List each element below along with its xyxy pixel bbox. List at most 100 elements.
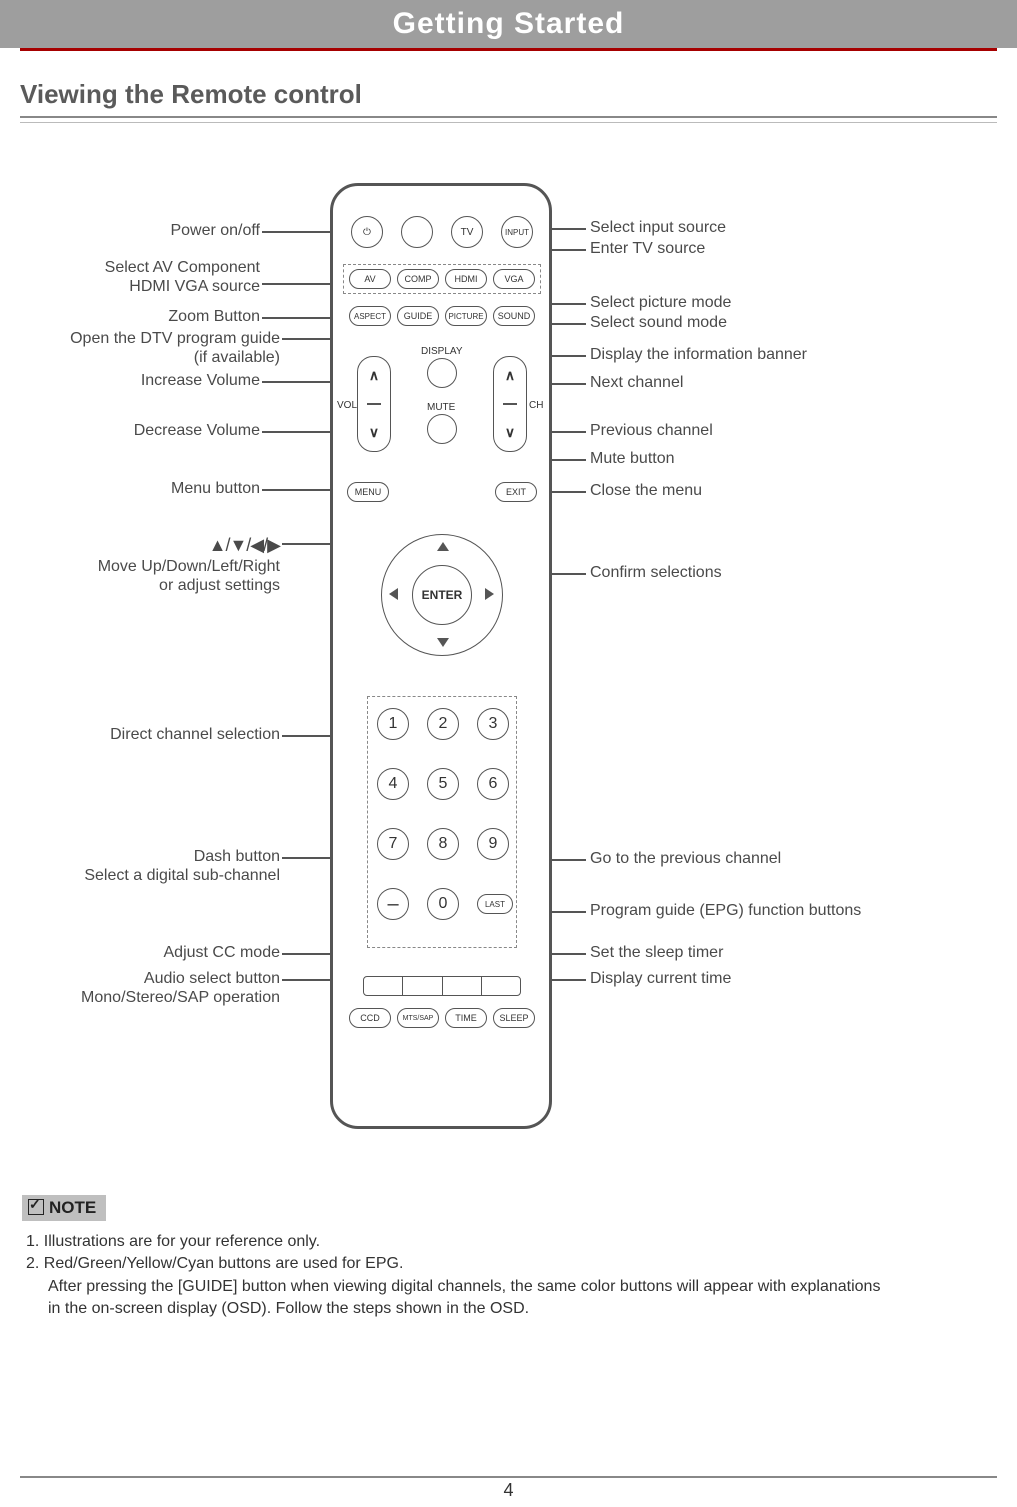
av-button[interactable]: AV: [349, 269, 391, 289]
callout-chup: Next channel: [590, 373, 683, 392]
remote-outline: ⏻ TV INPUT AV COMP HDMI VGA ASPECT GUIDE…: [330, 183, 552, 1129]
tv-button[interactable]: TV: [451, 216, 483, 248]
note-list: 1. Illustrations are for your reference …: [26, 1231, 995, 1321]
callout-enter: Confirm selections: [590, 563, 722, 582]
callout-text: or adjust settings: [159, 577, 280, 594]
power-icon: ⏻: [363, 227, 371, 238]
callout-exit: Close the menu: [590, 481, 702, 500]
mute-button[interactable]: [427, 414, 457, 444]
num-7[interactable]: 7: [377, 828, 409, 860]
mute-label: MUTE: [427, 402, 455, 413]
guide-button[interactable]: GUIDE: [397, 306, 439, 326]
callout-text: Dash button: [194, 848, 280, 865]
red-button[interactable]: [364, 977, 403, 995]
picture-button[interactable]: PICTURE: [445, 306, 487, 326]
page-footer: 4: [0, 1476, 1017, 1501]
rocker-divider: [503, 403, 517, 405]
callout-power: Power on/off: [0, 221, 260, 240]
note-section: NOTE 1. Illustrations are for your refer…: [22, 1195, 995, 1321]
green-button[interactable]: [403, 977, 442, 995]
num-3[interactable]: 3: [477, 708, 509, 740]
callout-text: Select a digital sub-channel: [84, 867, 280, 884]
mtssap-button[interactable]: MTS/SAP: [397, 1008, 439, 1028]
note-label: NOTE: [49, 1198, 96, 1217]
callout-chdown: Previous channel: [590, 421, 713, 440]
channel-rocker[interactable]: ∧ ∨: [493, 356, 527, 452]
display-button[interactable]: [427, 358, 457, 388]
callout-text: (if available): [194, 349, 280, 366]
check-icon: [28, 1199, 44, 1215]
callout-input: Select input source: [590, 218, 726, 237]
arrow-right-icon: [485, 588, 494, 600]
cyan-button[interactable]: [482, 977, 520, 995]
vol-label: VOL: [337, 400, 357, 411]
callout-cc: Adjust CC mode: [0, 943, 280, 962]
dash-button[interactable]: –: [377, 888, 409, 920]
comp-button[interactable]: COMP: [397, 269, 439, 289]
remote-diagram: Power on/off Select AV Component HDMI VG…: [0, 123, 1017, 1183]
callout-volup: Increase Volume: [0, 371, 260, 390]
epg-color-buttons[interactable]: [363, 976, 521, 996]
note-item: After pressing the [GUIDE] button when v…: [26, 1276, 995, 1298]
volume-rocker[interactable]: ∧ ∨: [357, 356, 391, 452]
callout-sleep: Set the sleep timer: [590, 943, 723, 962]
num-6[interactable]: 6: [477, 768, 509, 800]
arrow-up-icon: [437, 542, 449, 551]
last-button[interactable]: LAST: [477, 894, 513, 914]
power-button[interactable]: ⏻: [351, 216, 383, 248]
callout-guide: Open the DTV program guide (if available…: [0, 329, 280, 367]
callout-last: Go to the previous channel: [590, 849, 781, 868]
callout-menu: Menu button: [0, 479, 260, 498]
callout-text: Select AV Component: [105, 259, 260, 276]
callout-direct: Direct channel selection: [0, 725, 280, 744]
page: Getting Started Viewing the Remote contr…: [0, 0, 1017, 1507]
callout-text: Mono/Stereo/SAP operation: [81, 989, 280, 1006]
sound-button[interactable]: SOUND: [493, 306, 535, 326]
num-8[interactable]: 8: [427, 828, 459, 860]
aspect-button[interactable]: ASPECT: [349, 306, 391, 326]
callout-display: Display the information banner: [590, 345, 807, 364]
callout-src: Select AV Component HDMI VGA source: [0, 258, 260, 296]
callout-text: HDMI VGA source: [129, 278, 260, 295]
section-title: Viewing the Remote control: [20, 79, 1017, 110]
header-bar: Getting Started: [0, 0, 1017, 48]
callout-text: Move Up/Down/Left/Right: [98, 558, 280, 575]
arrow-left-icon: [389, 588, 398, 600]
vga-button[interactable]: VGA: [493, 269, 535, 289]
exit-button[interactable]: EXIT: [495, 482, 537, 502]
note-tag: NOTE: [22, 1195, 106, 1221]
yellow-button[interactable]: [443, 977, 482, 995]
indicator-circle: [401, 216, 433, 248]
note-item: 2. Red/Green/Yellow/Cyan buttons are use…: [26, 1253, 995, 1275]
hdmi-button[interactable]: HDMI: [445, 269, 487, 289]
num-5[interactable]: 5: [427, 768, 459, 800]
callout-time: Display current time: [590, 969, 731, 988]
display-label: DISPLAY: [421, 346, 463, 357]
num-0[interactable]: 0: [427, 888, 459, 920]
ccd-button[interactable]: CCD: [349, 1008, 391, 1028]
enter-button[interactable]: ENTER: [412, 565, 472, 625]
chevron-down-icon: ∨: [369, 424, 379, 441]
callout-tvsrc: Enter TV source: [590, 239, 705, 258]
callout-audio: Audio select button Mono/Stereo/SAP oper…: [0, 969, 280, 1007]
num-9[interactable]: 9: [477, 828, 509, 860]
menu-button[interactable]: MENU: [347, 482, 389, 502]
num-2[interactable]: 2: [427, 708, 459, 740]
input-button[interactable]: INPUT: [501, 216, 533, 248]
num-1[interactable]: 1: [377, 708, 409, 740]
callout-picture: Select picture mode: [590, 293, 731, 312]
accent-rule: [20, 48, 997, 51]
double-rule: [20, 116, 997, 123]
num-4[interactable]: 4: [377, 768, 409, 800]
callout-text: Audio select button: [144, 970, 280, 987]
callout-epg: Program guide (EPG) function buttons: [590, 901, 861, 920]
callout-sound: Select sound mode: [590, 313, 727, 332]
chevron-up-icon: ∧: [369, 367, 379, 384]
callout-move: ▲/▼/◀/▶ Move Up/Down/Left/Right or adjus…: [0, 535, 280, 595]
callout-text: Open the DTV program guide: [70, 330, 280, 347]
chevron-up-icon: ∧: [505, 367, 515, 384]
callout-zoom: Zoom Button: [0, 307, 260, 326]
arrow-glyphs: ▲/▼/◀/▶: [209, 535, 280, 555]
time-button[interactable]: TIME: [445, 1008, 487, 1028]
sleep-button[interactable]: SLEEP: [493, 1008, 535, 1028]
